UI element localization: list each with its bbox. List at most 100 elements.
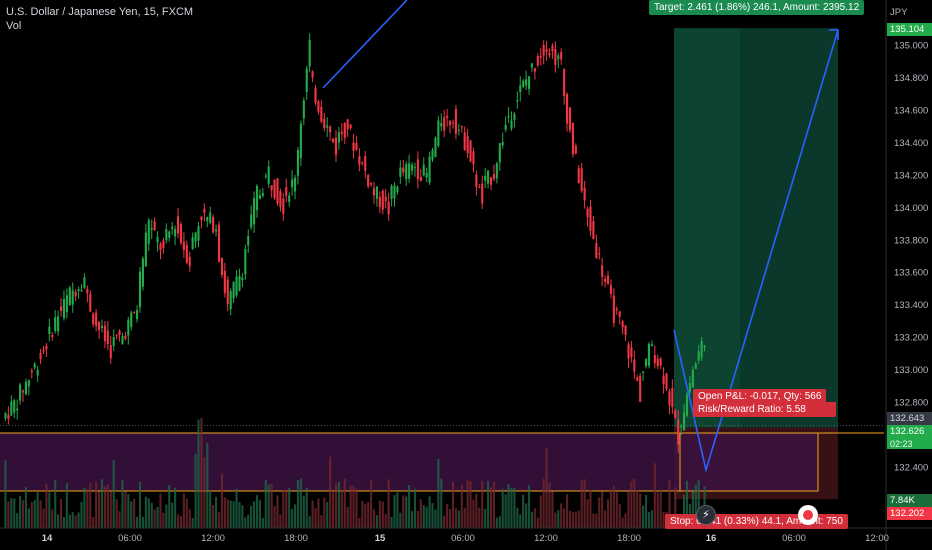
volume-bars (4, 418, 706, 528)
candle-body (659, 358, 662, 366)
candle-body (320, 106, 323, 122)
volume-bar (334, 483, 338, 528)
candle-body (19, 384, 22, 401)
volume-bar (203, 457, 206, 528)
volume-bar (396, 492, 399, 528)
candle-body (226, 279, 229, 305)
volume-bar (323, 497, 326, 528)
candle-body (200, 216, 203, 221)
candlestick-series (4, 33, 706, 453)
time-tick-label: 14 (42, 533, 53, 544)
volume-bar (77, 512, 80, 528)
volume-bar (639, 493, 642, 528)
time-tick-label: 18:00 (284, 533, 308, 544)
volume-bar (7, 501, 10, 528)
volume-bar (375, 515, 378, 528)
volume-bar (683, 494, 686, 528)
volume-bar (36, 492, 39, 528)
candle-body (466, 136, 469, 154)
candle-body (621, 321, 624, 328)
candle-body (261, 193, 264, 196)
candle-body (542, 44, 545, 56)
lightning-icon[interactable]: ⚡ (696, 505, 716, 525)
volume-bar (133, 498, 136, 528)
volume-bar (609, 489, 612, 528)
volume-bar (425, 506, 428, 528)
volume-bar (574, 511, 577, 528)
candle-body (548, 53, 551, 56)
open-pnl-label[interactable]: Open P&L: -0.017, Qty: 566 (693, 389, 827, 404)
candle-body (498, 143, 501, 163)
risk-reward-label[interactable]: Risk/Reward Ratio: 5.58 (693, 402, 836, 417)
volume-bar (215, 496, 218, 528)
volume-bar (226, 499, 229, 528)
candle-body (437, 120, 440, 147)
candle-body (513, 113, 516, 121)
candle-body (449, 121, 452, 125)
candle-body (440, 123, 443, 127)
volume-bar (402, 495, 405, 528)
volume-bar (223, 497, 226, 528)
candle-body (633, 359, 636, 372)
volume-bar (288, 487, 291, 528)
volume-bar (264, 480, 267, 528)
stop-label[interactable]: Stop: 0.441 (0.33%) 44.1, Amount: 750 (665, 514, 848, 529)
volume-bar (390, 517, 393, 528)
volume-bar (130, 501, 133, 528)
stop-price-tag: 132.202 (887, 507, 932, 520)
time-tick-label: 18:00 (617, 533, 641, 544)
candle-body (30, 370, 33, 373)
volume-bar (416, 510, 419, 528)
candle-body (627, 344, 630, 359)
candle-body (489, 177, 493, 185)
volume-bar (446, 504, 449, 528)
volume-bar (527, 485, 531, 528)
volume-bar (291, 508, 294, 528)
volume-bar (165, 504, 168, 528)
volume-bar (124, 491, 127, 528)
volume-bar (293, 504, 297, 528)
candle-body (525, 79, 528, 86)
volume-bar (507, 484, 510, 528)
price-tick-label: 134.200 (894, 170, 928, 181)
candle-body (33, 363, 36, 368)
volume-bar (182, 493, 185, 528)
trend-drawings[interactable] (322, 0, 839, 474)
candle-body (212, 216, 215, 233)
volume-bar (267, 484, 270, 528)
symbol-title[interactable]: U.S. Dollar / Japanese Yen, 15, FXCM (6, 6, 194, 18)
volume-bar (21, 500, 25, 528)
volume-bar (253, 501, 256, 528)
volume-bar (209, 490, 212, 528)
volume-indicator-label[interactable]: Vol (6, 20, 22, 32)
candle-body (171, 226, 174, 229)
volume-bar (153, 509, 156, 528)
candle-body (674, 410, 677, 419)
volume-bar (65, 483, 68, 528)
volume-bar (457, 510, 460, 528)
candle-body (510, 120, 513, 129)
candle-body (495, 163, 498, 179)
volume-bar (592, 513, 595, 528)
candle-body (215, 229, 218, 232)
candle-body (136, 310, 139, 320)
candle-body (604, 278, 607, 282)
candle-body (235, 276, 238, 296)
axis-currency: JPY (890, 7, 908, 18)
candle-body (367, 175, 370, 187)
candle-body (507, 116, 510, 118)
candle-body (545, 49, 548, 52)
volume-bar (136, 516, 139, 528)
candle-body (703, 345, 706, 348)
candle-body (59, 306, 63, 311)
volume-bar (387, 479, 390, 528)
target-label[interactable]: Target: 2.461 (1.86%) 246.1, Amount: 239… (649, 0, 865, 15)
close-position-icon[interactable] (798, 505, 818, 525)
volume-bar (51, 509, 54, 528)
candle-body (370, 182, 373, 185)
volume-bar (434, 509, 437, 528)
candle-body (484, 175, 487, 181)
volume-bar (563, 508, 566, 528)
candle-body (454, 109, 457, 134)
